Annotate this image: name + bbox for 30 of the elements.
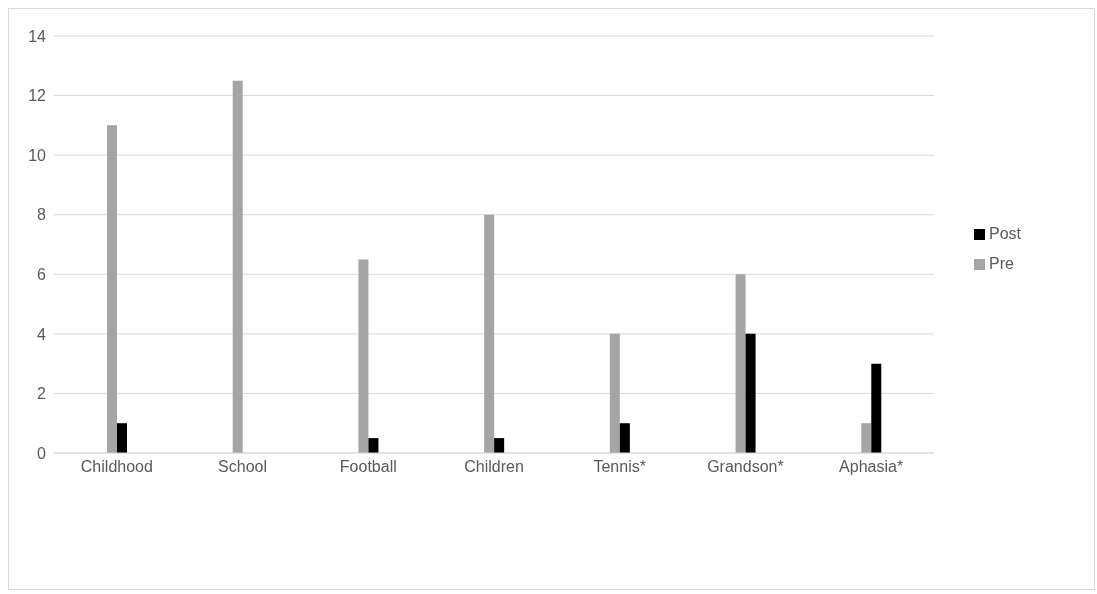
bar (609, 333, 620, 453)
y-tick-label: 14 (28, 27, 47, 45)
x-tick-label: Childhood (80, 458, 153, 476)
bar (117, 423, 127, 453)
x-tick-label: Tennis* (593, 458, 646, 476)
legend-label: Post (989, 225, 1022, 242)
x-tick-label: Aphasia* (839, 458, 904, 476)
bar (232, 80, 243, 453)
bar (107, 125, 117, 453)
bar (871, 363, 882, 453)
bar (619, 423, 630, 453)
x-tick-label: School (218, 458, 268, 476)
legend-label: Pre (989, 255, 1014, 272)
x-tick-label: Grandson* (707, 458, 784, 476)
bar (358, 259, 369, 453)
y-tick-label: 12 (28, 87, 47, 105)
bar (745, 333, 756, 453)
bar (735, 274, 746, 453)
y-tick-label: 2 (37, 385, 47, 403)
bar (494, 438, 505, 453)
x-tick-label: Children (464, 458, 524, 476)
x-tick-label: Football (339, 458, 397, 476)
y-tick-label: 10 (28, 146, 47, 164)
bar (368, 438, 379, 453)
y-tick-label: 6 (37, 265, 47, 283)
bar (484, 214, 495, 453)
y-tick-label: 0 (37, 444, 47, 462)
bar (861, 423, 872, 453)
y-tick-label: 4 (37, 325, 47, 343)
y-tick-label: 8 (37, 206, 47, 224)
